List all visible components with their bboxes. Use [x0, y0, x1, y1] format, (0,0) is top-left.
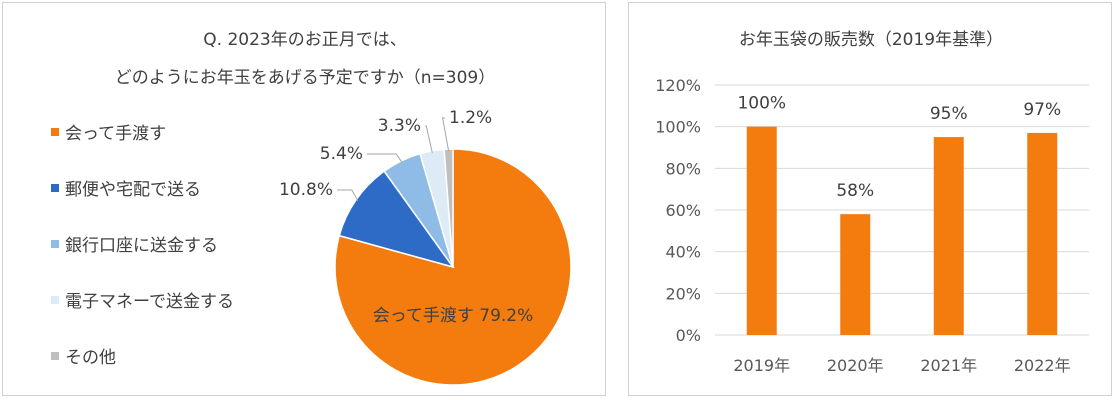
- pie-title-line1: Q. 2023年のお正月では、: [203, 30, 406, 50]
- bar-data-label: 100%: [737, 94, 786, 114]
- legend-item: 郵便や宅配で送る: [65, 180, 201, 200]
- pie-data-label: 1.2%: [449, 108, 492, 128]
- bar: [840, 214, 871, 335]
- pie-leader-line: [367, 153, 403, 163]
- x-tick-label: 2020年: [827, 356, 884, 375]
- y-tick-label: 80%: [665, 159, 701, 178]
- legend-swatch: [51, 352, 59, 360]
- pie-labels: 会って手渡す 79.2% 10.8% 5.4% 3.3% 1.2%: [279, 108, 533, 326]
- legend-item: 電子マネーで送金する: [65, 292, 234, 312]
- pie-leader-line: [442, 117, 450, 152]
- bar-y-axis: 0% 20% 40% 60% 80% 100% 120%: [655, 76, 701, 345]
- bar-data-label: 58%: [836, 181, 874, 201]
- bar-gridlines: [715, 84, 1089, 336]
- bar-chart-panel: お年玉袋の販売数（2019年基準） 0% 20% 40% 60% 80% 100% 120%…: [628, 2, 1112, 396]
- x-tick-label: 2021年: [920, 356, 977, 375]
- pie-data-label: 3.3%: [378, 116, 421, 136]
- legend-item: 会って手渡す: [65, 124, 166, 144]
- y-tick-label: 60%: [665, 201, 701, 220]
- y-tick-label: 20%: [665, 284, 701, 303]
- legend-item: その他: [65, 348, 116, 368]
- pie-slices: [334, 148, 572, 386]
- legend-swatch: [51, 240, 59, 248]
- x-tick-label: 2022年: [1014, 356, 1071, 375]
- bar-data-label: 95%: [930, 104, 968, 124]
- bar: [1027, 132, 1058, 335]
- x-tick-label: 2019年: [733, 356, 790, 375]
- y-tick-label: 40%: [665, 243, 701, 262]
- pie-data-label: 5.4%: [320, 144, 363, 164]
- y-tick-label: 100%: [655, 118, 701, 137]
- legend-swatch: [51, 128, 59, 136]
- pie-chart-panel: Q. 2023年のお正月では、 どのようにお年玉をあげる予定ですか（n=309）…: [2, 2, 606, 396]
- pie-data-label: 会って手渡す 79.2%: [373, 306, 534, 326]
- bar: [933, 137, 964, 335]
- bar: [746, 126, 777, 336]
- bar-x-axis: 2019年 2020年 2021年 2022年: [733, 356, 1070, 375]
- bar-chart: お年玉袋の販売数（2019年基準） 0% 20% 40% 60% 80% 100% 120%…: [655, 30, 1089, 375]
- bar-data-label: 97%: [1023, 100, 1061, 120]
- pie-leader-line: [425, 125, 433, 153]
- pie-title-line2: どのようにお年玉をあげる予定ですか（n=309）: [115, 68, 495, 88]
- legend-swatch: [51, 184, 59, 192]
- y-tick-label: 120%: [655, 76, 701, 95]
- pie-data-label: 10.8%: [279, 180, 333, 200]
- bar-title: お年玉袋の販売数（2019年基準）: [739, 30, 1003, 50]
- pie-chart: Q. 2023年のお正月では、 どのようにお年玉をあげる予定ですか（n=309）…: [51, 30, 572, 386]
- legend-item: 銀行口座に送金する: [65, 236, 218, 256]
- bar-series: 100% 58% 95% 97%: [737, 94, 1061, 336]
- pie-leader-line: [337, 189, 359, 201]
- pie-slice: [338, 170, 455, 269]
- legend-swatch: [51, 296, 59, 304]
- y-tick-label: 0%: [676, 326, 701, 345]
